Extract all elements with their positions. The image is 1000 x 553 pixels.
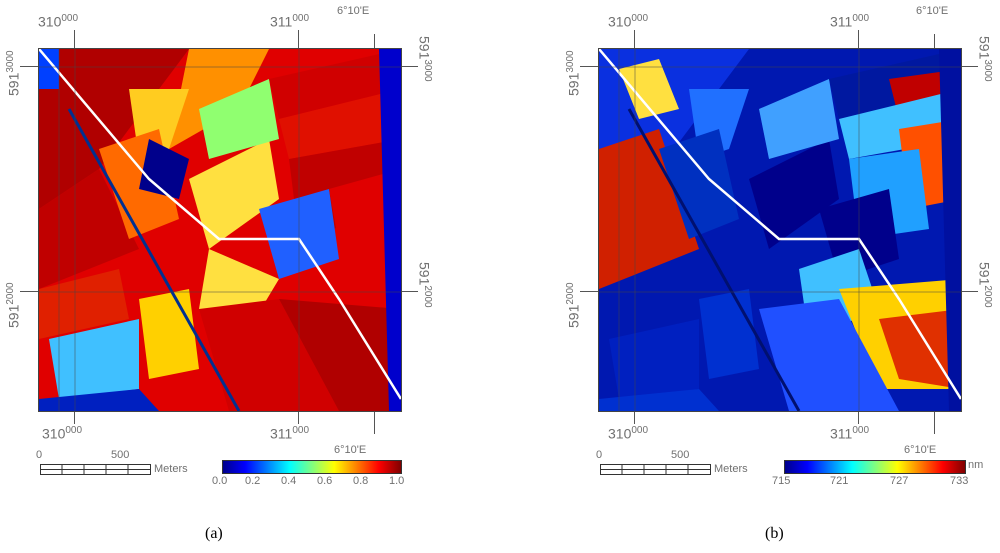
grid-tick <box>580 291 598 292</box>
scale-bar <box>40 463 152 481</box>
northing-label-right-mid: 5912000 <box>976 262 993 308</box>
colorbar-tick-label: 0.8 <box>353 475 369 487</box>
scale-unit-label: Meters <box>714 463 748 475</box>
grid-tick <box>934 410 935 434</box>
map-panel-b: 310000 311000 6°10'E 5913000 5912000 591… <box>560 0 1000 553</box>
scale-zero-label: 0 <box>36 449 43 461</box>
scale-mid-label: 500 <box>671 449 690 461</box>
grid-tick <box>374 34 375 48</box>
longitude-label-top: 6°10'E <box>916 5 949 17</box>
easting-label-top-left: 310000 <box>38 13 79 30</box>
grid-tick <box>934 34 935 48</box>
grid-tick <box>20 291 38 292</box>
colorbar-tick-label: 0.6 <box>317 475 333 487</box>
longitude-label-top: 6°10'E <box>337 5 370 17</box>
caption-a: (a) <box>205 525 223 542</box>
grid-tick <box>20 66 38 67</box>
map-panel-a: 310000 311000 6°10'E 5913000 5912000 591… <box>5 5 433 543</box>
longitude-label-bottom: 6°10'E <box>904 444 937 456</box>
grid-tick <box>298 410 299 424</box>
grid-tick <box>960 66 978 67</box>
easting-label-bottom-right: 311000 <box>270 425 310 442</box>
grid-tick <box>298 30 299 48</box>
northing-label-left-top: 5913000 <box>5 50 22 96</box>
grid-tick <box>74 30 75 48</box>
northing-label-left-mid: 5912000 <box>5 282 22 328</box>
grid-tick <box>960 291 978 292</box>
colorbar-tick-label: 0.4 <box>281 475 297 487</box>
colorbar-tick-label: 733 <box>950 475 969 487</box>
grid-tick <box>400 291 418 292</box>
grid-tick <box>634 410 635 424</box>
easting-label-top-right: 311000 <box>270 13 310 30</box>
northing-label-right-mid: 5912000 <box>416 262 433 308</box>
grid-tick <box>858 410 859 424</box>
colorbar-unit-label: nm <box>968 459 984 471</box>
grid-tick <box>374 410 375 434</box>
grid-tick <box>634 30 635 48</box>
northing-label-right-top: 5913000 <box>976 36 993 82</box>
easting-label-bottom-left: 310000 <box>608 425 649 442</box>
colorbar-tick-label: 727 <box>890 475 909 487</box>
northing-label-left-top: 5913000 <box>565 50 582 96</box>
ndvi-map <box>38 48 402 412</box>
northing-label-right-top: 5913000 <box>416 36 433 82</box>
colorbar-tick-label: 0.2 <box>245 475 261 487</box>
grid-tick <box>580 66 598 67</box>
easting-label-bottom-left: 310000 <box>42 425 83 442</box>
easting-label-top-left: 310000 <box>608 13 649 30</box>
easting-label-bottom-right: 311000 <box>830 425 870 442</box>
colorbar-tick-label: 0.0 <box>212 475 228 487</box>
easting-label-top-right: 311000 <box>830 13 870 30</box>
colorbar <box>222 460 402 474</box>
colorbar <box>784 460 966 474</box>
red-edge-position-map <box>598 48 962 412</box>
scale-mid-label: 500 <box>111 449 130 461</box>
colorbar-tick-label: 721 <box>830 475 849 487</box>
scale-unit-label: Meters <box>154 463 188 475</box>
caption-b: (b) <box>765 525 784 542</box>
northing-label-left-mid: 5912000 <box>565 282 582 328</box>
colorbar-tick-label: 715 <box>772 475 791 487</box>
scale-zero-label: 0 <box>596 449 603 461</box>
colorbar-tick-label: 1.0 <box>389 475 405 487</box>
longitude-label-bottom: 6°10'E <box>334 444 367 456</box>
grid-tick <box>74 410 75 424</box>
scale-bar <box>600 463 712 481</box>
grid-tick <box>400 66 418 67</box>
grid-tick <box>858 30 859 48</box>
